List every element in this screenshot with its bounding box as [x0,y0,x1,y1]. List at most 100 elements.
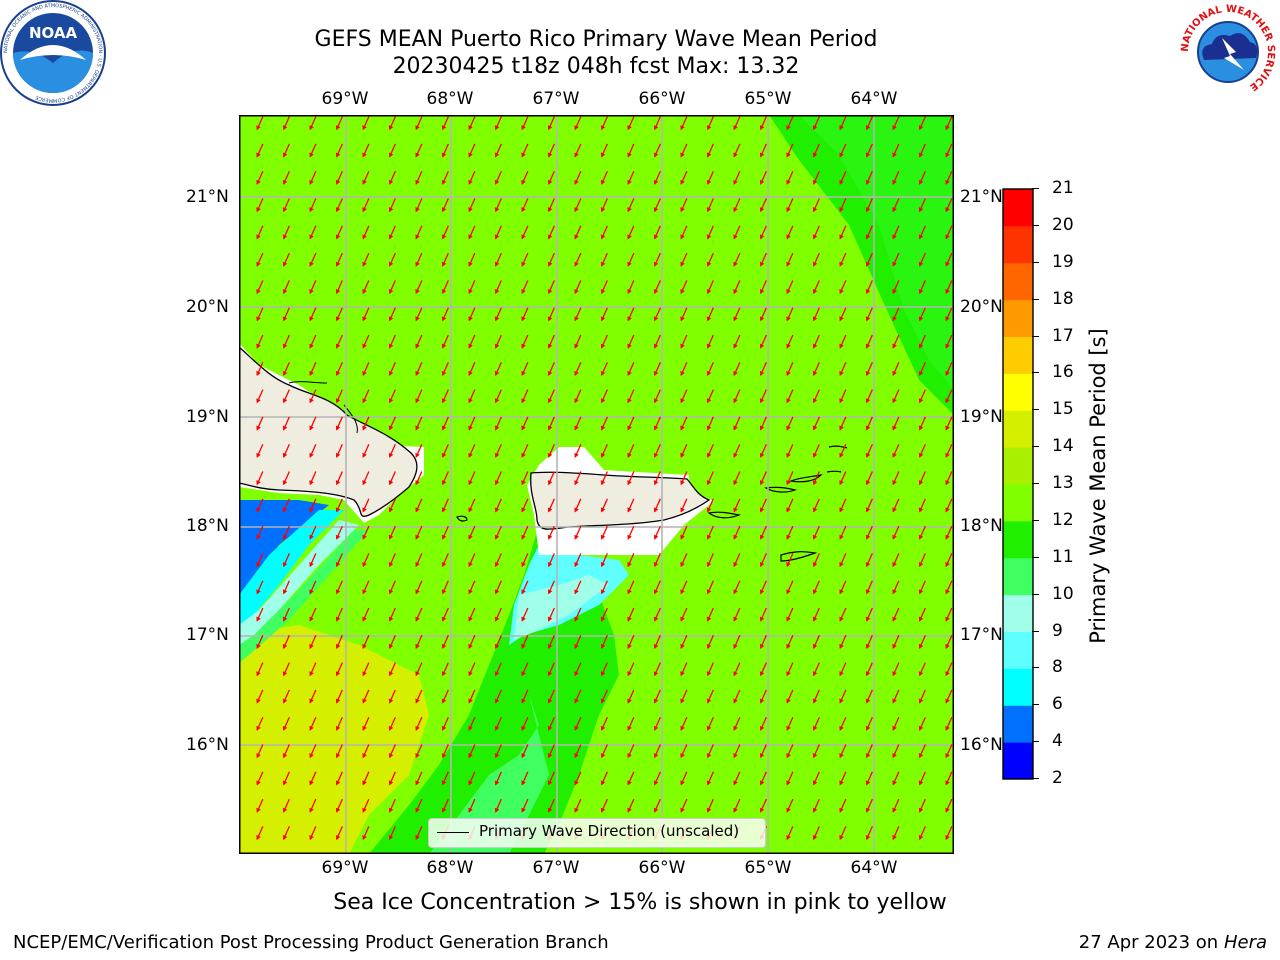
lat-label-right: 16°N [960,735,1003,755]
wave-direction-arrow [600,252,608,267]
wave-direction-arrow [600,143,608,158]
wave-direction-arrow [786,198,794,213]
wave-direction-arrow [653,580,661,595]
wave-direction-arrow [653,798,661,813]
wave-direction-arrow [362,362,370,377]
field-region-ne [769,115,954,415]
wave-direction-arrow [680,744,688,759]
wave-direction-arrow [468,116,476,131]
lon-label-top: 68°W [426,89,474,109]
wave-direction-arrow [892,689,900,704]
wave-direction-arrow [547,635,555,650]
wave-direction-arrow [627,771,635,786]
wave-direction-arrow [388,198,396,213]
wave-direction-arrow [680,798,688,813]
wave-direction-arrow [839,198,847,213]
wave-direction-arrow [812,471,820,486]
wave-direction-arrow [388,525,396,540]
wave-direction-arrow [680,362,688,377]
wave-direction-arrow [335,280,343,295]
wave-direction-arrow [547,252,555,267]
wave-direction-arrow [494,170,502,185]
wave-direction-arrow [388,307,396,322]
wave-direction-arrow [547,416,555,431]
wave-direction-arrow [733,389,741,404]
wave-direction-arrow [574,553,582,568]
wave-direction-arrow [547,307,555,322]
wave-direction-arrow [892,826,900,841]
wave-direction-arrow [945,771,953,786]
wave-direction-arrow [547,143,555,158]
wave-direction-arrow [521,443,529,458]
wave-direction-arrow [441,525,449,540]
wave-direction-arrow [494,280,502,295]
wave-direction-arrow [812,635,820,650]
wave-direction-arrow [945,443,953,458]
colorbar-segment [1003,447,1033,485]
map-legend: Primary Wave Direction (unscaled) [428,818,766,848]
wave-direction-arrow [706,771,714,786]
wave-direction-arrow [309,635,317,650]
wave-direction-arrow [653,416,661,431]
wave-direction-arrow [680,143,688,158]
wave-direction-arrow [256,771,264,786]
wave-direction-arrow [362,143,370,158]
wave-direction-arrow [759,744,767,759]
legend-line-icon [437,832,469,833]
wave-direction-arrow [335,389,343,404]
wave-direction-arrow [759,307,767,322]
wave-direction-arrow [256,744,264,759]
wave-direction-arrow [865,744,873,759]
wave-direction-arrow [733,525,741,540]
wave-direction-arrow [494,716,502,731]
wave-direction-arrow [892,198,900,213]
wave-direction-arrow [627,635,635,650]
wave-direction-arrow [547,771,555,786]
wave-direction-arrow [388,225,396,240]
wave-direction-arrow [256,580,264,595]
colorbar-frame [1002,188,1034,780]
wave-direction-arrow [521,252,529,267]
wave-direction-arrow [918,362,926,377]
wave-direction-arrow [706,798,714,813]
wave-direction-arrow [627,662,635,677]
wave-direction-arrow [733,471,741,486]
wave-direction-arrow [653,635,661,650]
wave-direction-arrow [865,198,873,213]
colorbar-label: Primary Wave Mean Period [s] [1086,328,1110,644]
wave-direction-arrow [892,389,900,404]
wave-direction-arrow [256,716,264,731]
wave-direction-arrow [282,826,290,841]
wave-direction-arrow [865,716,873,731]
wave-direction-arrow [759,771,767,786]
wave-direction-arrow [759,443,767,458]
wave-direction-arrow [600,416,608,431]
wave-direction-arrow [653,471,661,486]
wave-direction-arrow [733,252,741,267]
wave-direction-arrow [521,471,529,486]
wave-direction-arrow [335,198,343,213]
wave-direction-arrow [680,225,688,240]
wave-direction-arrow [494,443,502,458]
wave-direction-arrow [865,580,873,595]
lon-label-top: 65°W [744,89,792,109]
wave-direction-arrow [839,771,847,786]
wave-direction-arrow [362,252,370,267]
wave-direction-arrow [574,471,582,486]
wave-direction-arrow [839,607,847,622]
wave-direction-arrow [892,280,900,295]
wave-direction-arrow [441,580,449,595]
wave-direction-arrow [733,744,741,759]
wave-direction-arrow [653,389,661,404]
wave-direction-arrow [282,553,290,568]
wave-direction-arrow [335,553,343,568]
lat-label-right: 19°N [960,407,1003,427]
wave-direction-arrow [786,716,794,731]
wave-direction-arrow [547,553,555,568]
wave-direction-arrow [494,635,502,650]
wave-direction-arrow [627,607,635,622]
wave-direction-arrow [653,662,661,677]
wave-direction-arrow [415,798,423,813]
wave-direction-arrow [494,362,502,377]
wave-direction-arrow [759,471,767,486]
